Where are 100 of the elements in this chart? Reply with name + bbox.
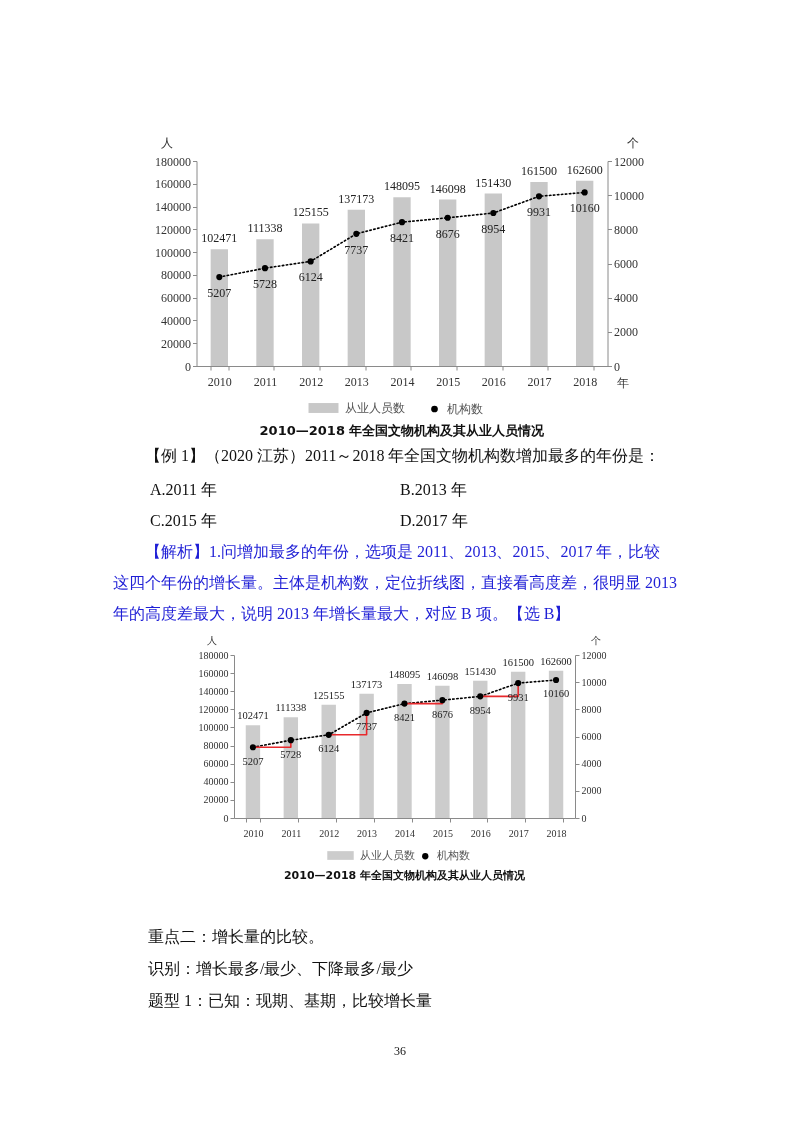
y2-tick-label: 6000	[614, 257, 638, 271]
data-label: 8954	[481, 222, 506, 237]
text: 2010—2018 年全国文物机构及其从业人员情况	[283, 869, 527, 882]
x-tick-label: 2015	[432, 827, 453, 839]
data-label: 8676	[435, 226, 460, 241]
legend-label: 从业人员数	[360, 848, 415, 861]
data-label: 102471	[201, 231, 238, 246]
y2-tick-label: 4000	[581, 758, 602, 770]
y2-tick-label: 8000	[614, 222, 638, 237]
y2-tick-label: 10000	[581, 676, 607, 688]
x-tick-label: 2010	[207, 374, 232, 389]
y-tick-label: 0	[185, 359, 191, 374]
x-tick-label: 2014	[395, 827, 415, 839]
text: C.2015 年	[150, 512, 217, 529]
data-label: 111338	[247, 221, 283, 236]
y-tick-label: 160000	[155, 177, 191, 192]
x-tick-label: 2012	[299, 374, 324, 389]
x-tick-label: 2013	[357, 827, 378, 839]
y-tick-label: 180000	[155, 154, 191, 169]
x-tick-label: 2014	[390, 374, 415, 389]
y-axis-title: 人	[161, 135, 173, 150]
x-tick-label: 2011	[253, 374, 278, 389]
x-tick-label: 2018	[573, 374, 598, 389]
data-label: 151430	[475, 175, 512, 190]
data-label: 125155	[312, 689, 345, 701]
y2-tick-label: 8000	[581, 703, 602, 715]
data-label: 9931	[507, 691, 529, 703]
y2-tick-label: 2000	[614, 325, 638, 340]
data-label: 161500	[521, 164, 557, 179]
data-label: 137173	[338, 191, 375, 206]
y-axis-title: 人	[206, 634, 217, 646]
y2-tick-label: 6000	[581, 731, 602, 742]
y-tick-label: 20000	[203, 794, 229, 806]
data-label: 8421	[394, 712, 415, 724]
x-tick-label: 2013	[344, 374, 369, 389]
data-label: 162600	[540, 655, 572, 667]
data-label: 162600	[566, 162, 603, 177]
bar	[210, 249, 229, 366]
y2-tick-label: 12000	[581, 649, 607, 661]
point	[353, 230, 360, 237]
text: 题型 1：已知：现期、基期，比较增长量	[148, 992, 432, 1009]
data-label: 8676	[431, 708, 453, 720]
y-tick-label: 40000	[161, 313, 191, 328]
text: 这四个年份的增长量。主体是机构数，定位折线图，直接看高度差，很明显 2013	[113, 574, 677, 591]
y-tick-label: 180000	[198, 649, 229, 661]
x-tick-label: 2011	[281, 827, 302, 839]
data-label: 5207	[207, 286, 232, 301]
x-tick-label: 2010	[243, 827, 264, 839]
y-tick-label: 40000	[203, 776, 229, 788]
point	[552, 676, 560, 684]
y-tick-label: 140000	[155, 200, 191, 215]
y2-tick-label: 0	[614, 359, 620, 374]
text: 2010—2018 年全国文物机构及其从业人员情况	[259, 423, 546, 438]
point	[363, 709, 370, 716]
point	[444, 214, 451, 221]
data-label: 102471	[237, 710, 269, 722]
y-tick-label: 100000	[198, 721, 229, 733]
data-label: 6124	[318, 743, 340, 755]
y-tick-label: 80000	[203, 740, 229, 752]
data-label: 9931	[527, 205, 551, 220]
text: 【解析】1.问增加最多的年份，选项是 2011、2013、2015、2017 年，比较	[145, 543, 661, 560]
point	[216, 273, 223, 281]
y2-tick-label: 10000	[614, 188, 644, 203]
x-tick-label: 2017	[508, 827, 529, 839]
x-tick-label: 2018	[546, 827, 567, 839]
data-label: 5728	[253, 277, 277, 292]
data-label: 7737	[344, 242, 369, 257]
data-label: 148095	[388, 668, 421, 680]
data-label: 10160	[542, 688, 570, 700]
data-label: 125155	[292, 205, 329, 220]
text: 【例 1】（2020 江苏）2011～2018 年全国文物机构数增加最多的年份是：	[145, 447, 661, 464]
legend-label: 机构数	[446, 402, 483, 416]
point	[249, 744, 257, 751]
point	[325, 731, 332, 738]
y-tick-label: 80000	[161, 268, 191, 283]
x-tick-label: 2017	[527, 374, 552, 389]
y2-axis-title: 个	[590, 634, 601, 646]
y-tick-label: 120000	[155, 222, 191, 237]
data-label: 146098	[429, 181, 466, 196]
y2-axis-title: 个	[627, 135, 639, 150]
text: D.2017 年	[400, 512, 468, 529]
point	[581, 189, 588, 196]
text: B.2013 年	[400, 481, 467, 498]
y-tick-label: 0	[223, 812, 229, 824]
data-label: 137173	[350, 678, 383, 690]
data-label: 148095	[384, 179, 420, 194]
y-tick-label: 60000	[203, 758, 229, 770]
data-label: 5728	[280, 748, 302, 760]
text: 36	[394, 1044, 406, 1058]
y2-tick-label: 2000	[581, 785, 602, 797]
x-tick-label: 2016	[470, 827, 491, 839]
x-tick-label: 2015	[436, 374, 461, 389]
data-label: 161500	[502, 656, 534, 668]
point	[398, 219, 406, 226]
y2-tick-label: 4000	[614, 291, 638, 306]
y-tick-label: 100000	[155, 245, 191, 260]
y-tick-label: 140000	[198, 685, 229, 697]
point	[261, 265, 269, 272]
text: A.2011 年	[150, 481, 217, 498]
point	[490, 209, 497, 217]
